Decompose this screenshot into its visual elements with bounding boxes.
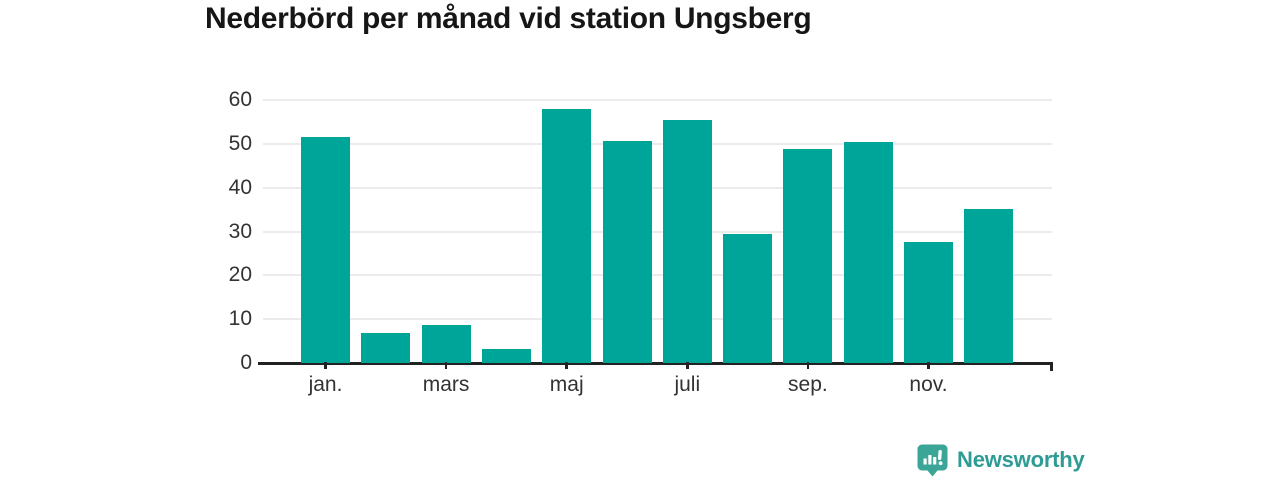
x-axis-tick — [686, 362, 689, 369]
y-axis-tick-label: 40 — [228, 175, 252, 199]
bar-mars — [421, 324, 471, 363]
x-axis-tick — [324, 362, 327, 369]
gridline-y-30 — [263, 230, 1052, 233]
bar-aug. — [723, 233, 773, 363]
bar-okt. — [843, 141, 893, 363]
bar-sep. — [783, 149, 833, 363]
y-axis-tick-label: 10 — [228, 307, 252, 331]
x-axis-tick — [806, 362, 810, 369]
x-axis-tick — [565, 362, 568, 369]
newsworthy-logo: Newsworthy — [917, 443, 1085, 477]
bar-juni — [602, 140, 652, 363]
gridline-y-40 — [263, 186, 1052, 189]
y-axis-tick-label: 0 — [240, 351, 252, 374]
y-axis-tick-label: 50 — [228, 131, 252, 155]
gridline-y-20 — [263, 274, 1052, 277]
chart-title: Nederbörd per månad vid station Ungsberg — [205, 2, 812, 35]
bar-juli — [662, 120, 712, 363]
gridline-y-50 — [263, 142, 1052, 145]
bar-nov. — [904, 241, 953, 363]
x-axis-tick-label: juli — [674, 373, 701, 396]
bar-maj — [542, 108, 592, 363]
gridline-y-60 — [263, 99, 1052, 101]
x-axis-tick-label: sep. — [788, 373, 828, 396]
bar-jan. — [301, 136, 350, 363]
bar-april — [481, 349, 531, 363]
plot-area: jan. mars maj juli sep. nov. — [258, 99, 1053, 396]
y-axis-tick-label: 60 — [228, 88, 252, 111]
x-axis-tick-label: jan. — [308, 373, 343, 396]
x-axis-tick — [444, 362, 448, 369]
y-axis-tick-label: 20 — [228, 263, 252, 287]
x-axis-line — [258, 362, 1053, 365]
x-axis-end-tick — [1050, 362, 1053, 371]
gridline-y-10 — [263, 318, 1052, 321]
x-axis-tick — [927, 362, 930, 369]
bar-dec. — [964, 208, 1014, 363]
newsworthy-speech-bubble-bar-chart-icon — [917, 444, 948, 477]
x-axis-tick-label: nov. — [909, 373, 948, 396]
newsworthy-logo-text: Newsworthy — [957, 447, 1085, 472]
x-axis-tick-label: maj — [549, 373, 584, 396]
y-axis-tick-label: 30 — [228, 219, 252, 243]
bar-feb. — [361, 333, 411, 363]
x-axis-tick-label: mars — [422, 373, 470, 396]
